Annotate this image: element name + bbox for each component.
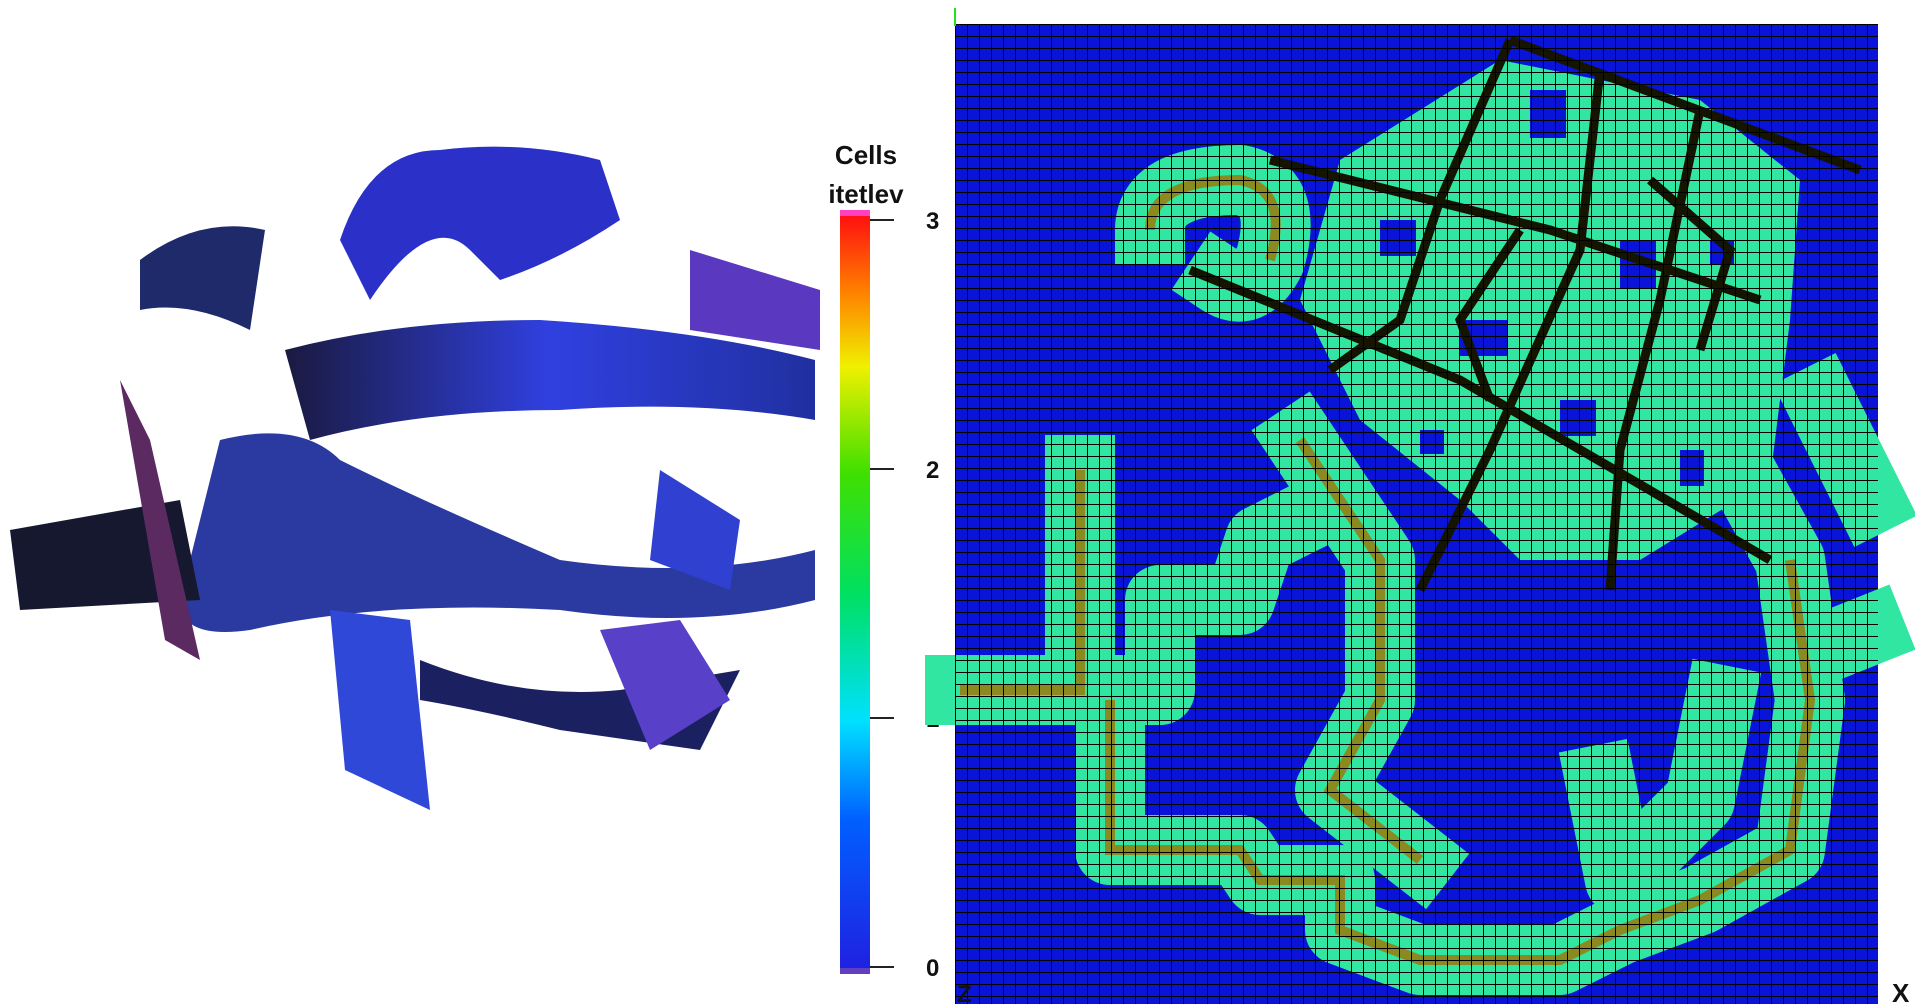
page: {"colorbar": {"title": "Cells", "field":… — [0, 0, 1915, 1004]
colorbar-field: itetlev — [828, 179, 904, 209]
ribbon — [690, 250, 820, 350]
ribbon — [140, 226, 265, 330]
mesh-grid — [955, 24, 1878, 1004]
colorbar-cap — [840, 968, 870, 974]
colorbar-cap — [840, 210, 870, 216]
colorbar-title: Cells — [835, 140, 897, 170]
axis-label-x: X — [1892, 978, 1910, 1004]
colorbar-tick-label: 0 — [926, 955, 939, 982]
axis-label-z: Z — [957, 981, 972, 1004]
surface-view — [10, 147, 820, 810]
ribbon — [330, 610, 430, 810]
colorbar-ramp — [840, 216, 870, 970]
colorbar-tick-label: 2 — [926, 457, 939, 484]
colorbar-tick-label: 3 — [926, 208, 939, 235]
ribbon — [340, 147, 620, 300]
ribbon — [285, 320, 815, 440]
viewer: Cells itetlev 0123 — [0, 0, 1915, 1004]
mesh-view: Z X — [955, 8, 1910, 1004]
